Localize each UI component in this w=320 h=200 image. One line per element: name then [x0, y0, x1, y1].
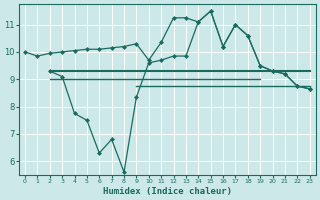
X-axis label: Humidex (Indice chaleur): Humidex (Indice chaleur) — [103, 187, 232, 196]
